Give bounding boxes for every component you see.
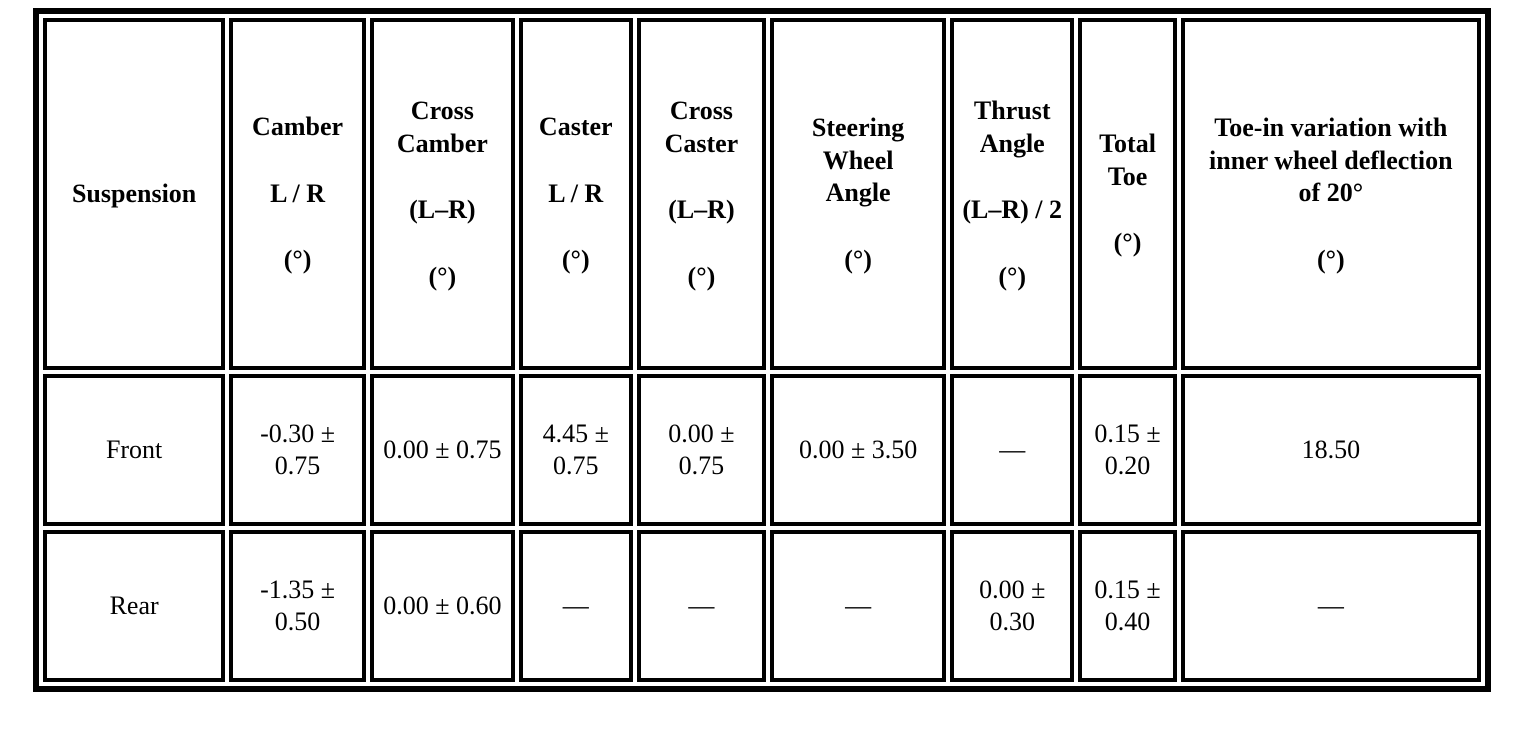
suspension-alignment-table: Suspension Camber L / R (°) Cross Camber…: [33, 8, 1491, 692]
header-line: Suspension: [71, 178, 197, 208]
cell-rear-steering-wheel-angle: —: [770, 530, 947, 682]
cell-rear-toe-in-variation: —: [1180, 530, 1481, 682]
row-label-front: Front: [43, 374, 226, 526]
header-line: Caster: [538, 112, 613, 142]
column-header-total-toe: Total Toe (°): [1078, 18, 1177, 370]
header-row: Suspension Camber L / R (°) Cross Camber…: [43, 18, 1481, 370]
column-header-caster: Caster L / R (°): [518, 18, 633, 370]
header-line: Steering Wheel Angle: [811, 113, 905, 207]
header-line: (°): [844, 244, 872, 274]
cell-front-thrust-angle: —: [950, 374, 1075, 526]
header-line: Total Toe: [1099, 129, 1156, 191]
header-line: (L–R): [409, 195, 476, 224]
cell-front-cross-camber: 0.00 ± 0.75: [369, 374, 515, 526]
column-header-thrust-angle: Thrust Angle (L–R) / 2 (°): [950, 18, 1075, 370]
table-row-front: Front -0.30 ± 0.75 0.00 ± 0.75 4.45 ± 0.…: [43, 374, 1481, 526]
cell-rear-total-toe: 0.15 ± 0.40: [1078, 530, 1177, 682]
column-header-camber: Camber L / R (°): [229, 18, 366, 370]
header-line: (°): [561, 245, 590, 275]
header-line: Cross Camber: [396, 96, 488, 158]
header-line: (L–R): [668, 195, 735, 224]
cell-rear-caster: —: [518, 530, 633, 682]
header-line: L / R: [270, 178, 325, 208]
cell-rear-cross-caster: —: [636, 530, 767, 682]
header-line: (°): [687, 261, 716, 291]
cell-rear-thrust-angle: 0.00 ± 0.30: [950, 530, 1075, 682]
header-line: (L–R) / 2: [962, 195, 1063, 224]
column-header-suspension: Suspension: [43, 18, 226, 370]
cell-front-total-toe: 0.15 ± 0.20: [1078, 374, 1177, 526]
cell-front-steering-wheel-angle: 0.00 ± 3.50: [770, 374, 947, 526]
cell-rear-cross-camber: 0.00 ± 0.60: [369, 530, 515, 682]
cell-rear-camber: -1.35 ± 0.50: [229, 530, 366, 682]
cell-front-cross-caster: 0.00 ± 0.75: [636, 374, 767, 526]
column-header-steering-wheel-angle: Steering Wheel Angle (°): [770, 18, 947, 370]
header-line: Thrust Angle: [973, 96, 1051, 158]
header-line: Cross Caster: [664, 96, 739, 158]
row-label-rear: Rear: [43, 530, 226, 682]
header-line: (°): [428, 261, 457, 291]
header-line: (°): [1316, 244, 1345, 274]
header-line: L / R: [548, 178, 604, 208]
cell-front-caster: 4.45 ± 0.75: [518, 374, 633, 526]
header-line: (°): [1113, 228, 1142, 258]
cell-front-camber: -0.30 ± 0.75: [229, 374, 366, 526]
header-line: (°): [283, 245, 312, 275]
header-line: Toe-in variation with inner wheel deflec…: [1209, 113, 1453, 207]
header-line: (°): [998, 261, 1027, 291]
table-row-rear: Rear -1.35 ± 0.50 0.00 ± 0.60 — — — 0.00…: [43, 530, 1481, 682]
column-header-toe-in-variation: Toe-in variation with inner wheel deflec…: [1180, 18, 1481, 370]
column-header-cross-camber: Cross Camber (L–R) (°): [369, 18, 515, 370]
column-header-cross-caster: Cross Caster (L–R) (°): [636, 18, 767, 370]
header-line: Camber: [252, 112, 344, 142]
cell-front-toe-in-variation: 18.50: [1180, 374, 1481, 526]
